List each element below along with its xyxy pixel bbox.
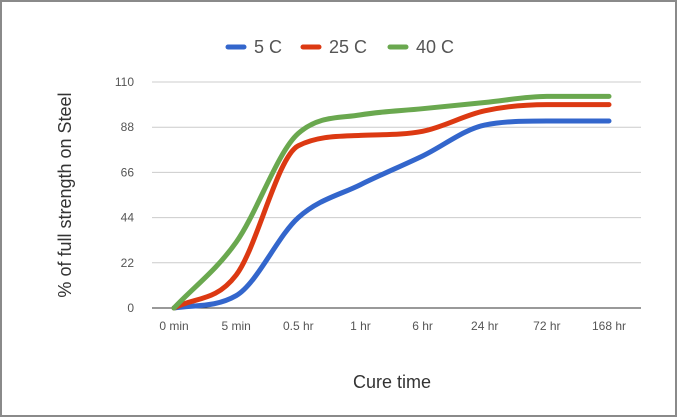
series-line-5-c [171, 118, 612, 311]
x-axis-ticks: 0 min 5 min 0.5 hr 1 hr 6 hr 24 hr 72 hr 168 hr [159, 319, 626, 333]
series-line-40-c [171, 93, 612, 311]
y-tick-label: 66 [121, 165, 135, 179]
y-axis-ticks: 0 22 44 66 88 110 [115, 75, 134, 315]
y-tick-label: 110 [115, 75, 134, 89]
y-tick-label: 0 [127, 301, 134, 315]
gridlines [152, 81, 641, 309]
y-tick-label: 88 [121, 120, 135, 134]
x-axis-title: Cure time [353, 372, 431, 392]
series-lines [171, 93, 612, 311]
x-tick-label: 24 hr [471, 319, 498, 333]
x-tick-label: 6 hr [412, 319, 433, 333]
y-tick-label: 22 [121, 256, 135, 270]
series-line-25-c [171, 102, 612, 311]
legend-label: 40 C [416, 37, 454, 57]
legend-label: 5 C [254, 37, 282, 57]
legend-label: 25 C [329, 37, 367, 57]
x-tick-label: 72 hr [533, 319, 560, 333]
legend: 5 C 25 C 40 C [225, 37, 454, 57]
x-tick-label: 0.5 hr [283, 319, 314, 333]
x-tick-label: 0 min [159, 319, 188, 333]
x-tick-label: 1 hr [350, 319, 371, 333]
y-tick-label: 44 [121, 211, 135, 225]
x-tick-label: 168 hr [592, 319, 626, 333]
y-axis-title: % of full strength on Steel [55, 92, 75, 297]
x-tick-label: 5 min [221, 319, 250, 333]
